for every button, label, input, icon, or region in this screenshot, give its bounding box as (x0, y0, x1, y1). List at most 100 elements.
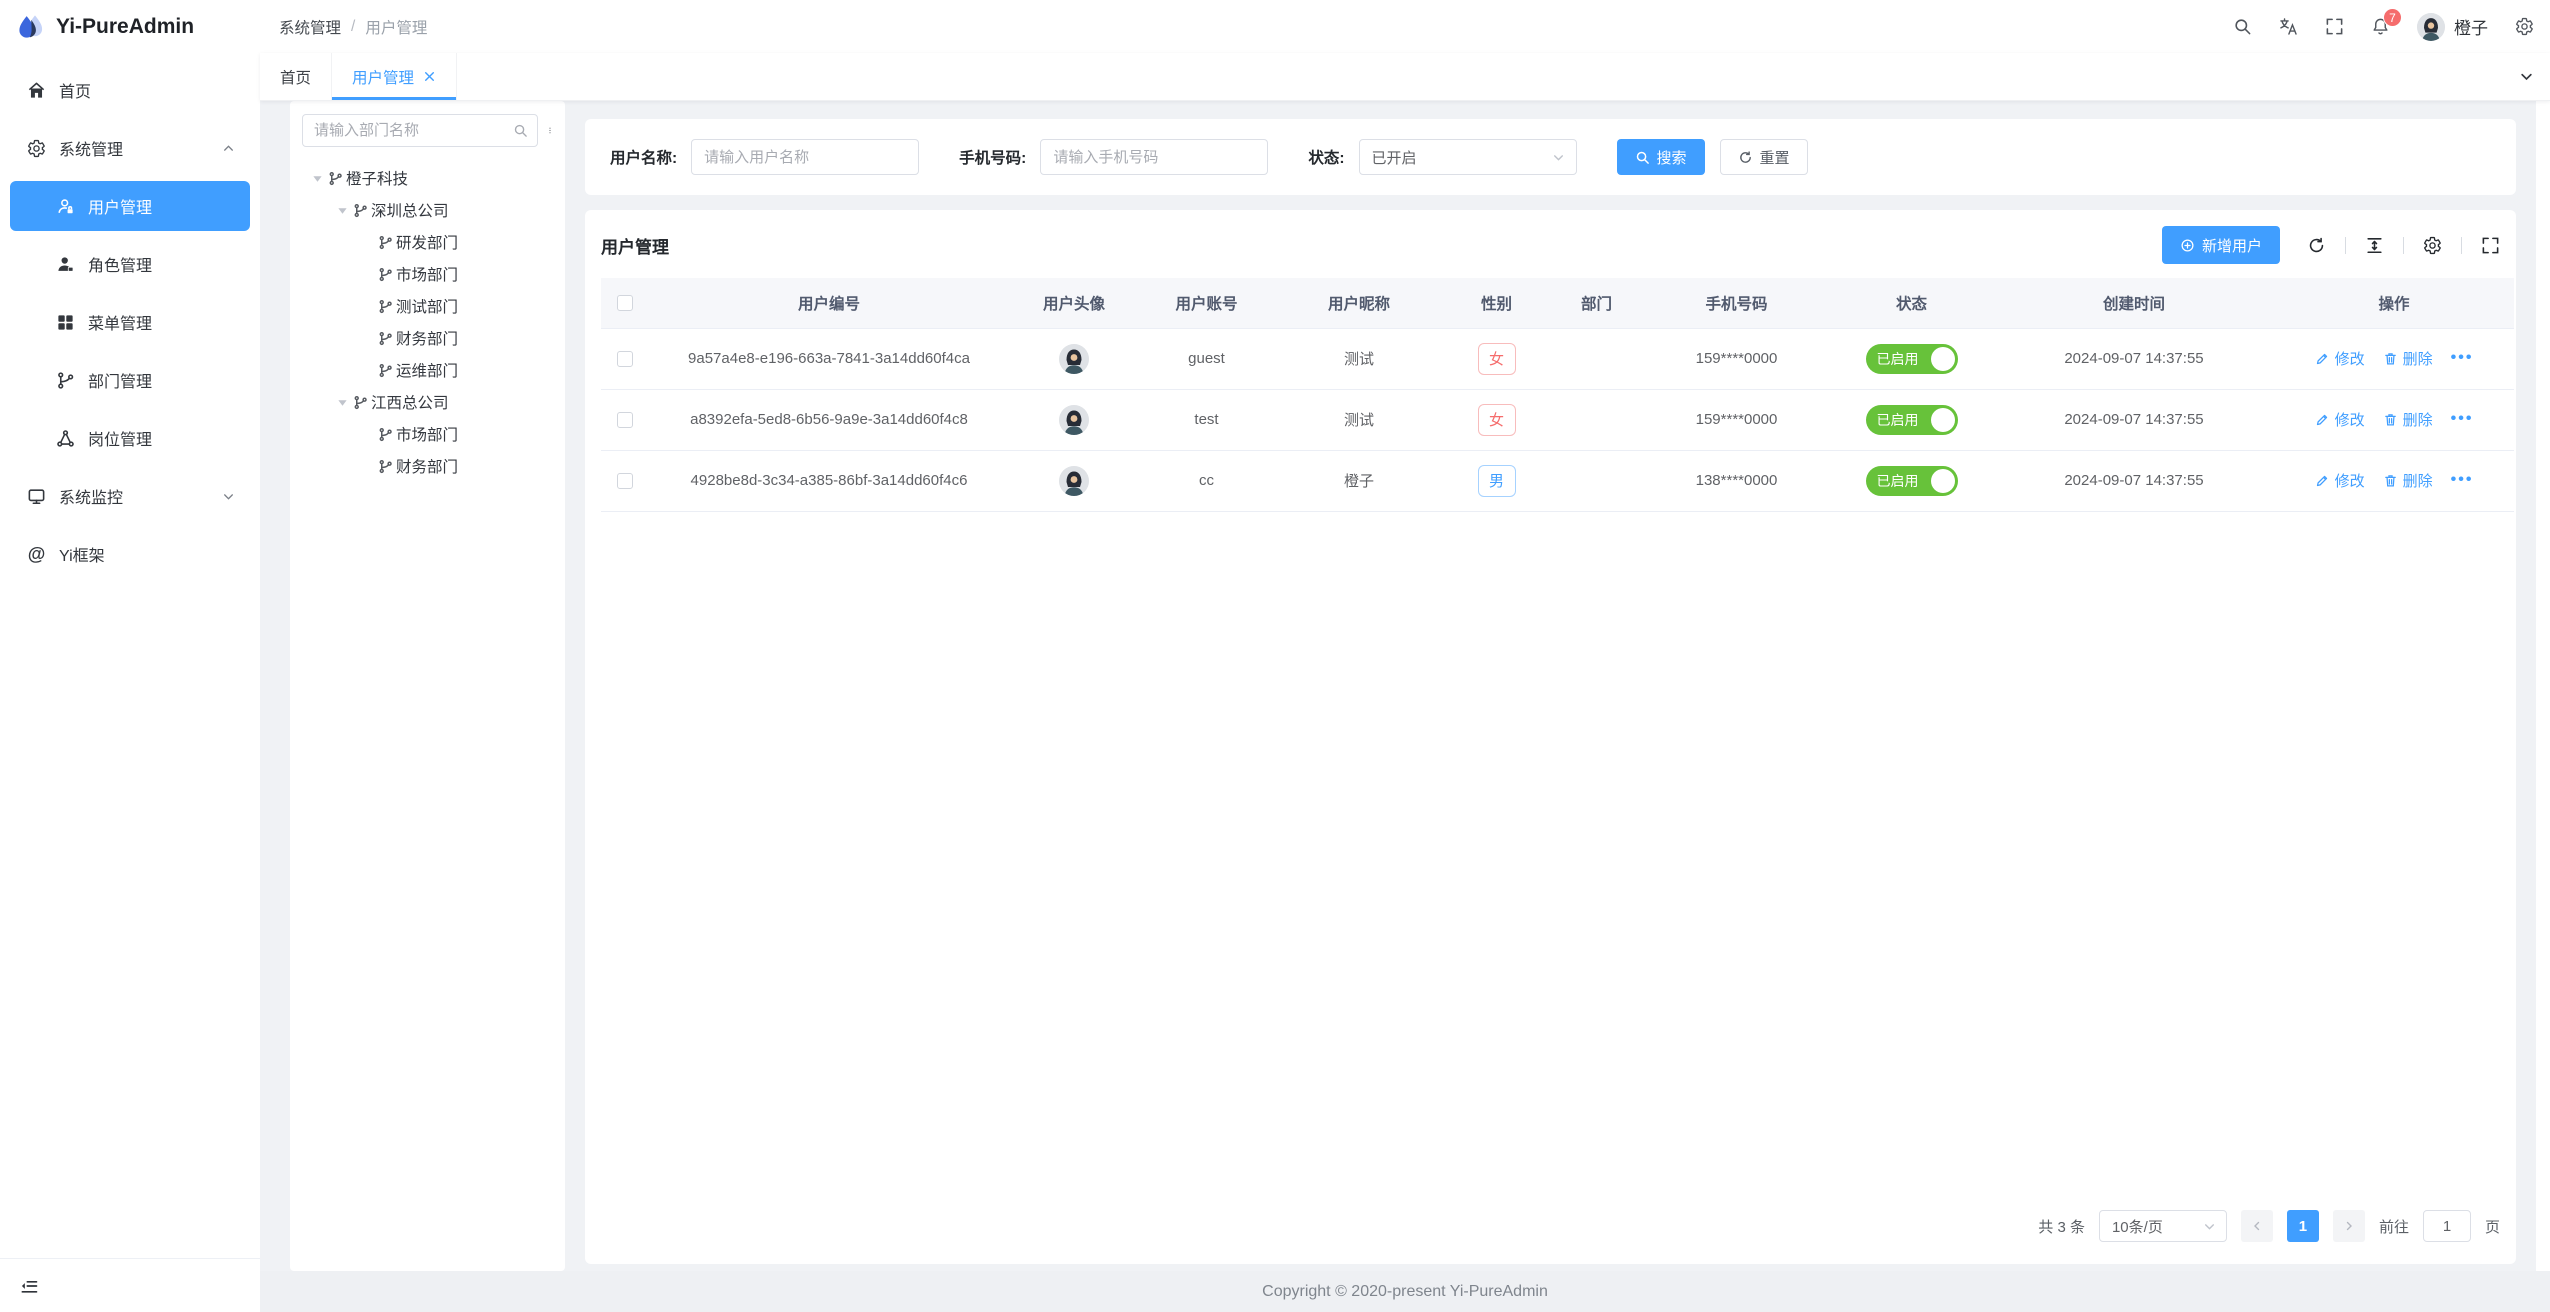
share-network-icon (57, 429, 74, 447)
user-menu[interactable]: 橙子 (2417, 12, 2488, 41)
tree-node[interactable]: 深圳总公司 (302, 194, 553, 226)
tab-home[interactable]: 首页 (260, 53, 333, 100)
status-select[interactable]: 已开启 (1358, 139, 1577, 175)
cell-created-at: 2024-09-07 14:37:55 (1994, 450, 2274, 512)
caret-down-icon[interactable] (331, 205, 353, 216)
status-toggle[interactable]: 已启用 (1865, 465, 1958, 496)
phone-input[interactable] (1040, 139, 1269, 175)
edit-button[interactable]: 修改 (2315, 409, 2365, 430)
edit-button[interactable]: 修改 (2315, 348, 2365, 369)
cell-nickname: 测试 (1274, 389, 1444, 451)
sidebar-item-roles[interactable]: 角色管理 (10, 239, 250, 289)
toggle-knob (1930, 346, 1955, 371)
status-toggle[interactable]: 已启用 (1865, 343, 1958, 374)
tab-label: 用户管理 (352, 69, 415, 87)
department-search-input[interactable] (314, 122, 513, 139)
table-row: 9a57a4e8-e196-663a-7841-3a14dd60f4ca gue… (601, 328, 2514, 390)
more-actions-button[interactable]: ••• (2450, 471, 2474, 488)
tree-node[interactable]: 市场部门 (302, 418, 553, 450)
tree-node[interactable]: 橙子科技 (302, 162, 553, 194)
notifications-button[interactable]: 7 (2371, 8, 2402, 36)
collapse-sidebar-icon[interactable] (19, 1276, 39, 1296)
column-header: 操作 (2274, 278, 2514, 329)
caret-down-icon[interactable] (331, 397, 353, 408)
main-area: 系统管理 / 用户管理 7 橙子 (260, 0, 2550, 1312)
sidebar-item-menus[interactable]: 菜单管理 (10, 297, 250, 347)
cell-department (1549, 450, 1644, 512)
page-size-select[interactable]: 10条/页 (2098, 1210, 2227, 1242)
row-checkbox[interactable] (617, 351, 633, 368)
column-settings-gear-icon[interactable] (2423, 236, 2442, 255)
search-button-label: 搜索 (1656, 149, 1687, 167)
sidebar-item-posts[interactable]: 岗位管理 (10, 413, 250, 463)
delete-button[interactable]: 删除 (2383, 348, 2433, 369)
sidebar-item-yi-framework[interactable]: @ Yi框架 (10, 529, 250, 579)
search-icon[interactable] (2233, 17, 2252, 36)
page-number-button[interactable]: 1 (2286, 1210, 2319, 1242)
edit-button[interactable]: 修改 (2315, 470, 2365, 491)
username-input[interactable] (691, 139, 920, 175)
tab-user-management[interactable]: 用户管理 (332, 53, 458, 100)
status-select-value: 已开启 (1371, 149, 1417, 167)
fullscreen-icon[interactable] (2325, 17, 2344, 36)
row-checkbox[interactable] (617, 412, 633, 429)
next-page-button[interactable] (2332, 1210, 2365, 1242)
prev-page-button[interactable] (2240, 1210, 2273, 1242)
goto-label: 前往 (2378, 1218, 2409, 1236)
sidebar-item-departments[interactable]: 部门管理 (10, 355, 250, 405)
branch-icon (379, 331, 392, 345)
column-header: 用户头像 (1009, 278, 1139, 329)
more-vertical-icon[interactable] (547, 122, 553, 139)
tree-node-label: 橙子科技 (346, 171, 409, 188)
add-user-button-label: 新增用户 (2201, 237, 2262, 255)
cell-user-id: 4928be8d-3c34-a385-86bf-3a14dd60f4c6 (649, 450, 1009, 512)
pagination: 共 3 条 10条/页 1 前往 (585, 1210, 2516, 1264)
sidebar-item-users[interactable]: 用户管理 (10, 181, 250, 231)
phone-label: 手机号码: (959, 150, 1027, 167)
tree-node[interactable]: 研发部门 (302, 226, 553, 258)
caret-down-icon[interactable] (306, 173, 328, 184)
search-button[interactable]: 搜索 (1616, 139, 1705, 175)
sidebar-item-monitor[interactable]: 系统监控 (10, 471, 250, 521)
fullscreen-icon[interactable] (2481, 236, 2500, 255)
sidebar-item-system[interactable]: 系统管理 (10, 123, 250, 173)
breadcrumb-item[interactable]: 系统管理 (279, 19, 342, 37)
tree-node[interactable]: 江西总公司 (302, 386, 553, 418)
chevron-down-icon (2204, 1223, 2214, 1230)
row-density-icon[interactable] (2365, 236, 2384, 255)
tree-node[interactable]: 市场部门 (302, 258, 553, 290)
status-toggle[interactable]: 已启用 (1865, 404, 1958, 435)
delete-button[interactable]: 删除 (2383, 409, 2433, 430)
row-checkbox[interactable] (617, 473, 633, 490)
settings-gear-icon[interactable] (2515, 17, 2534, 36)
tree-node[interactable]: 财务部门 (302, 450, 553, 482)
filter-status: 状态: 已开启 (1308, 139, 1577, 175)
tree-node[interactable]: 运维部门 (302, 354, 553, 386)
tab-options-button[interactable] (2502, 53, 2550, 100)
refresh-icon[interactable] (2307, 236, 2326, 255)
close-icon[interactable] (423, 70, 436, 83)
column-header: 手机号码 (1644, 278, 1829, 329)
tree-node[interactable]: 测试部门 (302, 290, 553, 322)
select-all-checkbox[interactable] (617, 294, 633, 311)
monitor-icon (28, 488, 45, 504)
add-user-button[interactable]: 新增用户 (2161, 226, 2280, 264)
scrollbar-gutter[interactable] (2536, 101, 2550, 1271)
gender-tag: 女 (1477, 403, 1516, 436)
user-table-card: 用户管理 新增用户 (585, 210, 2516, 1264)
translate-icon[interactable] (2279, 17, 2298, 36)
more-actions-button[interactable]: ••• (2450, 410, 2474, 427)
goto-page-input[interactable] (2422, 1210, 2471, 1242)
logo[interactable]: Yi-PureAdmin (0, 0, 260, 53)
user-avatar (1059, 343, 1089, 374)
more-actions-button[interactable]: ••• (2450, 349, 2474, 366)
chevron-right-icon (2346, 1221, 2352, 1231)
filter-phone: 手机号码: (959, 139, 1269, 175)
sidebar-item-home[interactable]: 首页 (10, 65, 250, 115)
delete-button[interactable]: 删除 (2383, 470, 2433, 491)
reset-button[interactable]: 重置 (1719, 139, 1808, 175)
footer: Copyright © 2020-present Yi-PureAdmin (260, 1271, 2550, 1312)
cell-user-id: a8392efa-5ed8-6b56-9a9e-3a14dd60f4c8 (649, 389, 1009, 451)
tree-node[interactable]: 财务部门 (302, 322, 553, 354)
